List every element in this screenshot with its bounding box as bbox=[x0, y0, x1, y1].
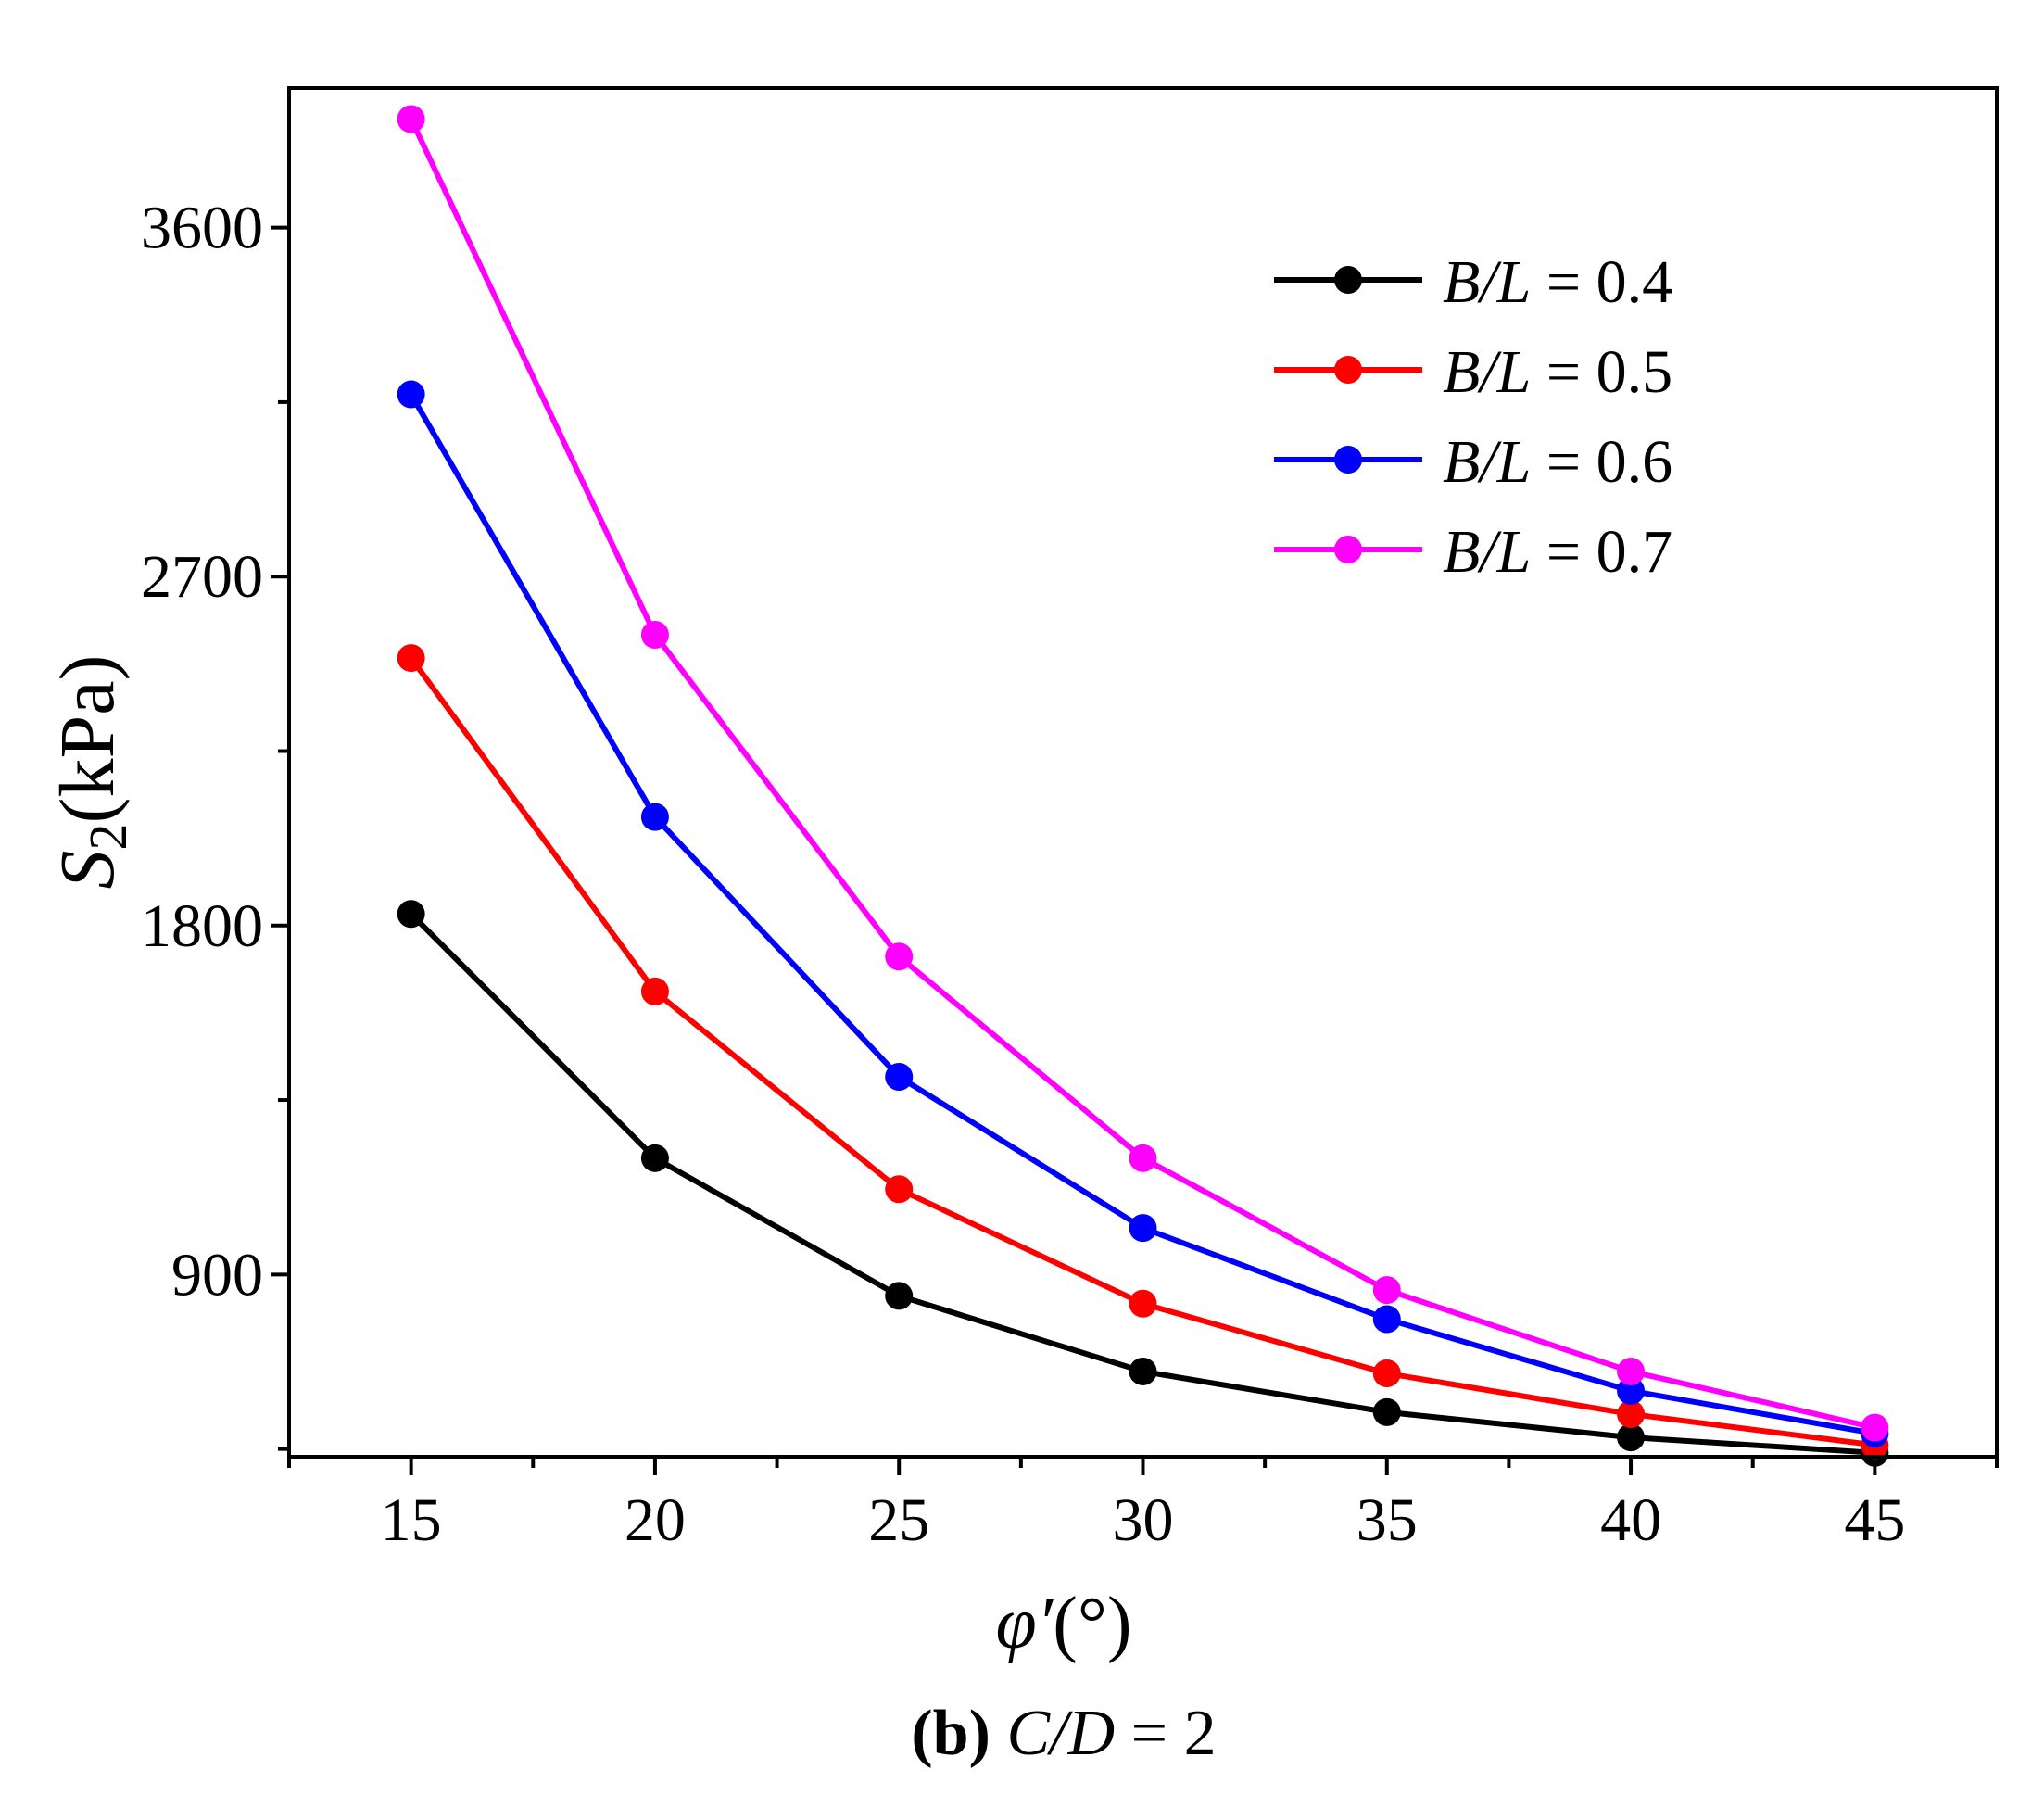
data-point bbox=[1372, 1305, 1401, 1334]
x-axis-unit: (°) bbox=[1053, 1583, 1131, 1664]
x-tick-label: 15 bbox=[381, 1486, 442, 1554]
data-point bbox=[885, 942, 914, 971]
legend-label: B/L = 0.6 bbox=[1443, 428, 1672, 496]
data-point bbox=[1129, 1144, 1157, 1172]
data-point bbox=[640, 1144, 669, 1172]
series-layer bbox=[397, 105, 1889, 1467]
data-point bbox=[397, 380, 425, 409]
data-point bbox=[1617, 1423, 1646, 1452]
caption-value: = 2 bbox=[1115, 1698, 1216, 1769]
data-point bbox=[1129, 1289, 1157, 1318]
data-point bbox=[885, 1062, 914, 1091]
data-point bbox=[1372, 1397, 1401, 1426]
ticks: 15 20 25 30 35 40 45 900 1800 2700 3600 bbox=[141, 195, 1999, 1554]
data-point bbox=[640, 803, 669, 831]
x-tick-label: 30 bbox=[1113, 1486, 1174, 1554]
x-axis-symbol: φ′ bbox=[995, 1583, 1054, 1664]
caption-variable: C/D bbox=[1006, 1698, 1115, 1769]
x-tick-label: 40 bbox=[1600, 1486, 1661, 1554]
data-point bbox=[885, 1282, 914, 1310]
x-tick-label: 35 bbox=[1356, 1486, 1418, 1554]
legend-label: B/L = 0.4 bbox=[1443, 248, 1672, 316]
y-tick-label: 2700 bbox=[141, 543, 263, 611]
legend-marker bbox=[1334, 266, 1362, 294]
data-point bbox=[1617, 1376, 1646, 1405]
legend-label: B/L = 0.7 bbox=[1443, 518, 1672, 586]
legend-value: = 0.5 bbox=[1531, 338, 1672, 406]
data-point bbox=[1129, 1357, 1157, 1385]
data-point bbox=[1372, 1276, 1401, 1305]
data-point bbox=[1372, 1359, 1401, 1388]
legend-variable: B/L bbox=[1443, 428, 1531, 496]
legend-variable: B/L bbox=[1443, 518, 1531, 586]
data-point bbox=[1129, 1214, 1157, 1243]
data-point bbox=[640, 620, 669, 649]
legend-marker bbox=[1334, 356, 1362, 384]
data-point bbox=[640, 977, 669, 1005]
legend-marker bbox=[1334, 446, 1362, 474]
caption-label: (b) bbox=[911, 1698, 990, 1769]
data-point bbox=[1617, 1357, 1646, 1385]
legend-value: = 0.7 bbox=[1531, 518, 1672, 586]
y-tick-label: 900 bbox=[171, 1241, 263, 1308]
figure-caption: (b) C/D = 2 bbox=[911, 1698, 1216, 1769]
caption-space bbox=[990, 1698, 1007, 1769]
data-point bbox=[1617, 1399, 1646, 1428]
y-axis-symbol: S bbox=[44, 850, 131, 889]
legend-variable: B/L bbox=[1443, 248, 1531, 316]
x-tick-label: 20 bbox=[625, 1486, 686, 1554]
plot-frame bbox=[287, 86, 1999, 1459]
data-point bbox=[885, 1175, 914, 1204]
data-point bbox=[1861, 1413, 1889, 1442]
y-axis-title: S2(kPa) bbox=[44, 655, 138, 890]
y-tick-label: 1800 bbox=[141, 892, 263, 960]
legend-variable: B/L bbox=[1443, 338, 1531, 406]
legend-marker bbox=[1334, 536, 1362, 563]
x-tick-label: 25 bbox=[868, 1486, 929, 1554]
y-axis-subscript: 2 bbox=[78, 823, 138, 850]
data-point bbox=[397, 644, 425, 673]
y-axis-unit: (kPa) bbox=[44, 655, 131, 824]
y-tick-label: 3600 bbox=[141, 195, 263, 262]
legend: B/L = 0.4B/L = 0.5B/L = 0.6B/L = 0.7 bbox=[1274, 248, 1672, 586]
data-point bbox=[397, 900, 425, 929]
data-point bbox=[397, 105, 425, 133]
x-tick-label: 45 bbox=[1844, 1486, 1905, 1554]
legend-label: B/L = 0.5 bbox=[1443, 338, 1672, 406]
legend-value: = 0.6 bbox=[1531, 428, 1672, 496]
x-axis-title: φ′(°) bbox=[995, 1583, 1131, 1664]
legend-value: = 0.4 bbox=[1531, 248, 1672, 316]
